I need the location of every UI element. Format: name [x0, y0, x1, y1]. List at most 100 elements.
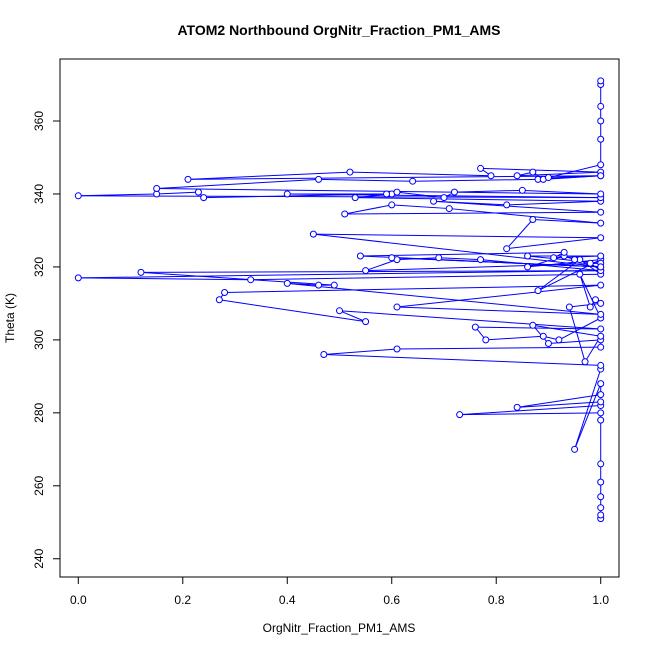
series-segment — [579, 274, 602, 319]
data-point — [194, 188, 202, 196]
series-segment — [438, 257, 481, 261]
data-point — [383, 190, 391, 198]
data-point — [529, 321, 537, 329]
series-segment — [485, 335, 544, 341]
data-point — [565, 303, 573, 311]
data-point — [597, 332, 605, 340]
data-point — [320, 350, 328, 358]
x-tick-label: 0.0 — [70, 593, 87, 607]
series-segment — [517, 401, 601, 408]
data-point — [445, 205, 453, 213]
data-point — [597, 161, 605, 169]
data-point — [544, 174, 552, 182]
data-point — [597, 234, 605, 242]
data-point — [597, 77, 605, 85]
data-point — [477, 164, 485, 172]
series-segment — [548, 175, 601, 179]
x-tick-label: 0.6 — [383, 593, 400, 607]
series-segment — [344, 204, 392, 215]
series-segment — [568, 306, 586, 362]
data-point — [597, 219, 605, 227]
series-segment — [506, 219, 534, 250]
series-segment — [517, 394, 601, 408]
y-tick-label: 300 — [32, 330, 46, 350]
series-segment — [391, 204, 450, 210]
data-point — [409, 177, 417, 185]
x-axis-label: OrgNitr_Fraction_PM1_AMS — [263, 621, 416, 635]
y-tick-label: 240 — [32, 548, 46, 568]
data-point — [388, 254, 396, 262]
series-segment — [480, 167, 601, 173]
data-point — [524, 263, 532, 271]
series-segment — [449, 208, 601, 224]
series-segment — [365, 259, 398, 272]
series-segment — [574, 383, 602, 450]
data-point — [571, 445, 579, 453]
data-point — [341, 210, 349, 218]
data-point — [315, 175, 323, 183]
series-segment — [506, 237, 601, 250]
y-tick-label: 320 — [32, 257, 46, 277]
data-point — [482, 336, 490, 344]
series-segment — [396, 191, 445, 199]
data-point — [440, 194, 448, 202]
data-point — [597, 310, 605, 318]
data-point — [330, 281, 338, 289]
series-segment — [517, 171, 601, 177]
series-segment — [569, 302, 601, 308]
data-point — [513, 172, 521, 180]
data-point — [597, 208, 605, 216]
data-point — [597, 325, 605, 333]
series-segment — [548, 339, 601, 345]
y-axis: 240 260 280 300 320 340 360 — [32, 111, 60, 569]
data-point — [597, 299, 605, 307]
series-segment — [156, 191, 199, 195]
data-point — [597, 172, 605, 180]
data-point — [351, 194, 359, 202]
data-point — [555, 336, 563, 344]
data-point — [524, 252, 532, 260]
data-point — [430, 197, 438, 205]
x-tick-label: 1.0 — [592, 593, 609, 607]
data-point — [362, 267, 370, 275]
data-point — [200, 194, 208, 202]
data-point — [487, 172, 495, 180]
data-point — [137, 268, 145, 276]
data-point — [393, 303, 401, 311]
series-segment — [78, 195, 601, 199]
series-segment — [579, 274, 591, 308]
y-tick-label: 280 — [32, 403, 46, 423]
data-point — [450, 188, 458, 196]
series-segment — [396, 284, 601, 308]
data-point — [471, 323, 479, 331]
y-axis-label: Theta (K) — [3, 293, 17, 343]
series-segment — [140, 271, 335, 286]
series-segment — [313, 233, 601, 268]
data-point — [153, 185, 161, 192]
x-tick-label: 0.4 — [279, 593, 296, 607]
data-point — [247, 276, 255, 284]
data-point — [586, 303, 594, 311]
data-point — [597, 117, 605, 125]
data-point — [560, 248, 568, 256]
data-point — [597, 135, 605, 143]
series-segment — [323, 348, 398, 355]
data-point — [597, 460, 605, 468]
data-point — [221, 288, 229, 296]
series-segment — [187, 175, 601, 180]
series-segment — [475, 326, 601, 330]
data-point — [597, 504, 605, 512]
data-point — [435, 254, 443, 262]
y-tick-label: 340 — [32, 184, 46, 204]
series-segment — [344, 211, 601, 215]
data-point — [503, 245, 511, 253]
series-segment — [156, 178, 319, 189]
data-point — [529, 216, 537, 224]
series-segment — [433, 200, 507, 206]
data-point — [597, 409, 605, 417]
series-segment — [459, 405, 601, 416]
series-segment — [459, 412, 601, 416]
data-point — [534, 287, 542, 295]
data-point — [597, 263, 605, 271]
